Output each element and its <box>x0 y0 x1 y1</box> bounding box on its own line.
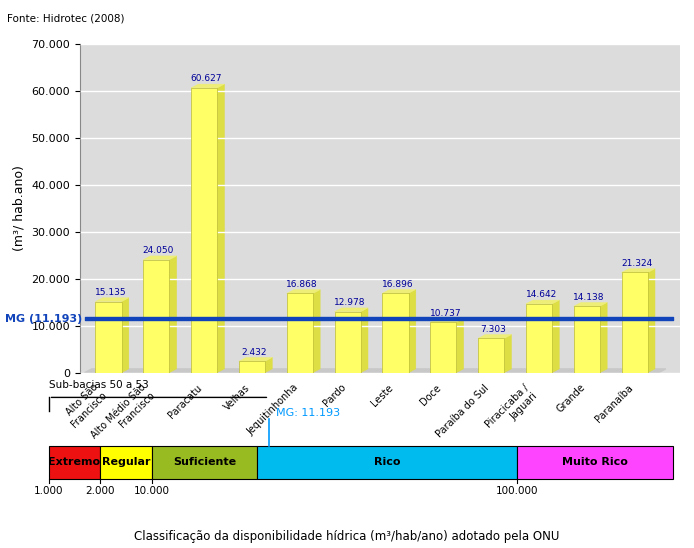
Bar <box>287 293 313 373</box>
Text: Suficiente: Suficiente <box>173 457 236 467</box>
Polygon shape <box>85 369 666 373</box>
Polygon shape <box>121 298 129 373</box>
Bar <box>95 301 121 373</box>
FancyBboxPatch shape <box>517 446 673 479</box>
Text: 15.135: 15.135 <box>95 288 126 297</box>
Bar <box>478 338 505 373</box>
Polygon shape <box>505 335 511 373</box>
Polygon shape <box>287 290 320 293</box>
Polygon shape <box>361 308 368 373</box>
Bar <box>526 304 552 373</box>
Text: Extremo: Extremo <box>49 457 101 467</box>
Bar <box>382 293 409 373</box>
Text: 60.627: 60.627 <box>191 74 222 83</box>
Polygon shape <box>478 335 511 338</box>
Text: 10.737: 10.737 <box>430 309 462 317</box>
Bar <box>574 306 600 373</box>
Polygon shape <box>169 256 177 373</box>
Bar <box>143 260 169 373</box>
Text: 1.000: 1.000 <box>34 486 63 496</box>
Polygon shape <box>217 84 224 373</box>
Text: 14.138: 14.138 <box>573 293 604 301</box>
Text: 2.000: 2.000 <box>85 486 115 496</box>
Polygon shape <box>648 269 655 373</box>
FancyBboxPatch shape <box>257 446 517 479</box>
Polygon shape <box>335 308 368 312</box>
Polygon shape <box>313 290 320 373</box>
Text: 2.432: 2.432 <box>242 347 267 357</box>
FancyBboxPatch shape <box>49 446 101 479</box>
Text: 24.050: 24.050 <box>143 246 174 255</box>
Polygon shape <box>457 318 464 373</box>
Polygon shape <box>552 300 559 373</box>
Bar <box>622 272 648 373</box>
Bar <box>335 312 361 373</box>
Bar <box>239 361 265 373</box>
Text: MG: 11.193: MG: 11.193 <box>276 408 339 418</box>
Polygon shape <box>574 302 607 306</box>
Text: MG (11.193): MG (11.193) <box>5 313 82 324</box>
Text: 7.303: 7.303 <box>480 324 506 334</box>
Polygon shape <box>95 298 129 301</box>
Polygon shape <box>430 318 464 322</box>
Bar <box>430 322 457 373</box>
FancyBboxPatch shape <box>152 446 257 479</box>
Y-axis label: (m³/ hab.ano): (m³/ hab.ano) <box>12 165 26 251</box>
Polygon shape <box>382 289 416 293</box>
Bar <box>191 88 217 373</box>
FancyBboxPatch shape <box>101 446 152 479</box>
Text: 16.868: 16.868 <box>286 279 318 289</box>
Polygon shape <box>143 256 177 260</box>
Polygon shape <box>600 302 607 373</box>
Polygon shape <box>239 357 272 361</box>
Text: 10.000: 10.000 <box>134 486 170 496</box>
Text: Sub-bacias 50 a 53: Sub-bacias 50 a 53 <box>49 380 149 390</box>
Text: Fonte: Hidrotec (2008): Fonte: Hidrotec (2008) <box>7 14 124 24</box>
Text: Classificação da disponibilidade hídrica (m³/hab/ano) adotado pela ONU: Classificação da disponibilidade hídrica… <box>135 529 559 543</box>
Polygon shape <box>622 269 655 272</box>
Text: Muito Rico: Muito Rico <box>562 457 628 467</box>
Text: 16.896: 16.896 <box>382 279 414 289</box>
Polygon shape <box>265 357 272 373</box>
Text: 100.000: 100.000 <box>496 486 539 496</box>
Text: Rico: Rico <box>373 457 400 467</box>
Text: 12.978: 12.978 <box>334 298 366 307</box>
Polygon shape <box>526 300 559 304</box>
Polygon shape <box>191 84 224 88</box>
Text: Regular: Regular <box>102 457 151 467</box>
Text: 14.642: 14.642 <box>525 290 557 299</box>
Text: 21.324: 21.324 <box>621 259 652 268</box>
Polygon shape <box>409 289 416 373</box>
